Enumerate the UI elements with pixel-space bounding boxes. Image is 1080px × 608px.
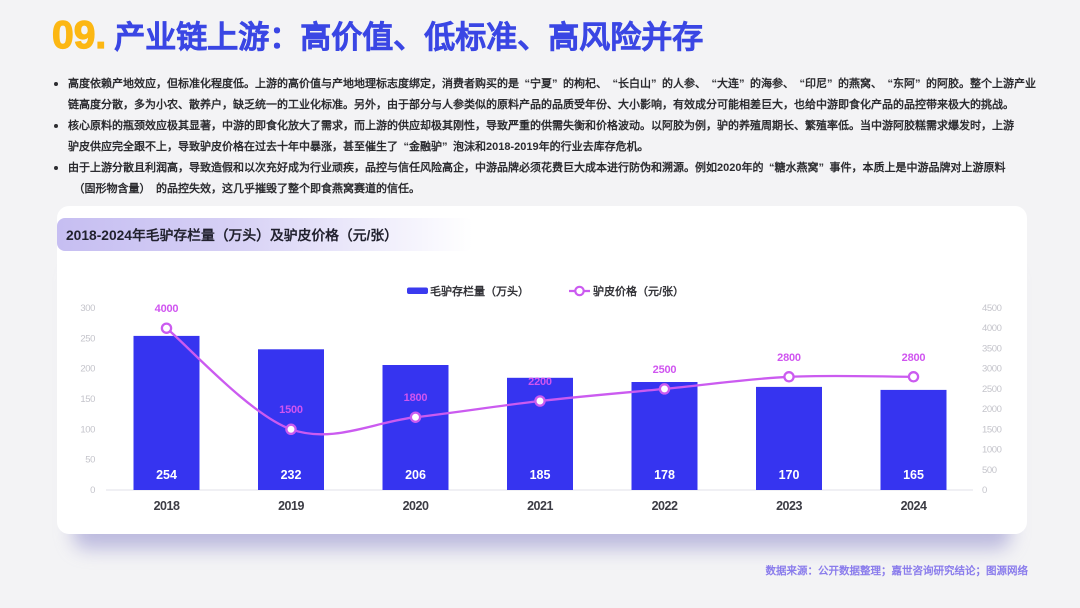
svg-text:驴皮价格（元/张）: 驴皮价格（元/张） bbox=[593, 284, 684, 298]
svg-text:2019: 2019 bbox=[278, 499, 304, 513]
svg-text:170: 170 bbox=[779, 468, 800, 482]
svg-text:1500: 1500 bbox=[982, 424, 1002, 435]
svg-text:2024: 2024 bbox=[901, 499, 927, 513]
svg-text:2800: 2800 bbox=[777, 352, 801, 364]
svg-text:300: 300 bbox=[80, 303, 95, 314]
svg-text:1000: 1000 bbox=[982, 445, 1002, 456]
svg-text:2800: 2800 bbox=[902, 352, 926, 364]
svg-text:1500: 1500 bbox=[279, 404, 303, 416]
svg-text:0: 0 bbox=[982, 485, 987, 496]
svg-text:2023: 2023 bbox=[776, 499, 802, 513]
svg-text:165: 165 bbox=[903, 468, 924, 482]
svg-text:232: 232 bbox=[281, 468, 302, 482]
svg-text:185: 185 bbox=[530, 468, 551, 482]
svg-text:250: 250 bbox=[80, 333, 95, 344]
svg-text:4000: 4000 bbox=[982, 323, 1002, 334]
svg-text:3000: 3000 bbox=[982, 364, 1002, 375]
svg-text:4500: 4500 bbox=[982, 303, 1002, 314]
svg-text:1800: 1800 bbox=[404, 392, 428, 404]
svg-text:100: 100 bbox=[80, 424, 95, 435]
svg-text:2200: 2200 bbox=[528, 376, 552, 388]
svg-text:4000: 4000 bbox=[155, 303, 179, 315]
svg-text:2020: 2020 bbox=[403, 499, 429, 513]
svg-text:2021: 2021 bbox=[527, 499, 553, 513]
svg-text:毛驴存栏量（万头）: 毛驴存栏量（万头） bbox=[430, 284, 529, 298]
svg-text:2500: 2500 bbox=[982, 384, 1002, 395]
svg-text:2022: 2022 bbox=[652, 499, 678, 513]
svg-text:0: 0 bbox=[90, 485, 95, 496]
svg-text:500: 500 bbox=[982, 465, 997, 476]
svg-text:2018: 2018 bbox=[154, 499, 180, 513]
svg-text:254: 254 bbox=[156, 468, 177, 482]
svg-text:206: 206 bbox=[405, 468, 426, 482]
svg-text:200: 200 bbox=[80, 364, 95, 375]
svg-text:3500: 3500 bbox=[982, 343, 1002, 354]
svg-text:2000: 2000 bbox=[982, 404, 1002, 415]
svg-text:150: 150 bbox=[80, 394, 95, 405]
svg-text:2500: 2500 bbox=[653, 364, 677, 376]
svg-text:50: 50 bbox=[85, 455, 95, 466]
svg-text:178: 178 bbox=[654, 468, 675, 482]
